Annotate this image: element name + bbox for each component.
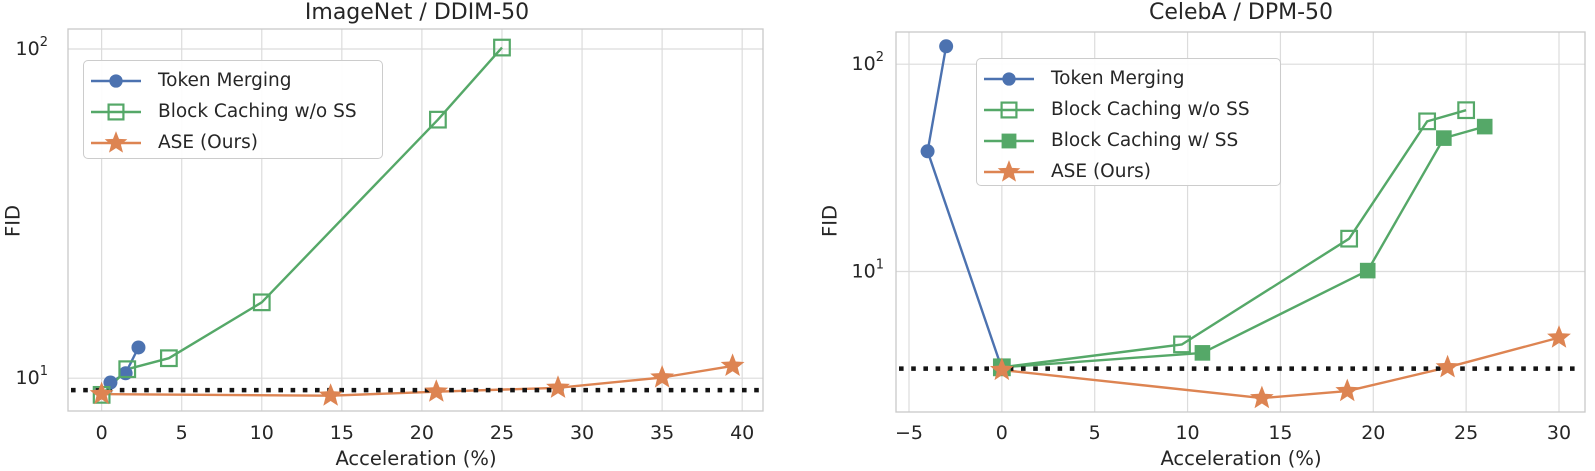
x-tick-label: 30 xyxy=(570,422,594,444)
legend-label: Block Caching w/o SS xyxy=(1051,99,1250,120)
star-marker xyxy=(1435,354,1460,378)
open-square-legend-icon xyxy=(984,100,1034,119)
x-axis-label-left: Acceleration (%) xyxy=(335,447,497,470)
filled-square-marker xyxy=(1001,133,1017,148)
chart-title-imagenet: ImageNet / DDIM-50 xyxy=(304,0,530,25)
legend-item-block-caching-w-ss: Block Caching w/ SS xyxy=(977,125,1272,156)
legend-right-chart: Token Merging Block Caching w/o SS Block C… xyxy=(976,58,1281,186)
chart-0: 0 5 10 15 20 25 30 35 40 101 102 xyxy=(16,28,764,444)
legend-item-token-merging: Token Merging xyxy=(84,65,374,96)
x-tick-label: 25 xyxy=(1454,422,1478,444)
x-tick-label: 20 xyxy=(410,422,434,444)
legend-label: Token Merging xyxy=(158,70,292,91)
open-square-marker xyxy=(1457,101,1476,120)
y-tick-label: 101 xyxy=(852,257,884,282)
x-tick-label: −5 xyxy=(895,422,923,444)
y-tick-label: 102 xyxy=(16,35,48,60)
filled-square-marker xyxy=(1194,345,1211,361)
star-marker xyxy=(424,379,449,402)
y-axis-label-left: FID xyxy=(1,205,25,237)
y-tick-label: 101 xyxy=(16,364,48,389)
chart-1: −5 0 5 10 15 20 25 30 101 102 xyxy=(852,31,1586,444)
legend-item-ase-ours: ASE (Ours) xyxy=(977,156,1272,187)
legend-label: ASE (Ours) xyxy=(1051,161,1151,182)
star-marker xyxy=(318,383,343,406)
open-square-marker xyxy=(1173,335,1191,354)
open-square-marker xyxy=(118,360,137,379)
filled-square-marker xyxy=(1476,118,1493,135)
star-marker xyxy=(546,375,570,398)
filled-square-marker xyxy=(1359,262,1376,279)
star-marker xyxy=(720,353,745,376)
circle-marker xyxy=(118,366,133,381)
x-tick-label: 30 xyxy=(1547,422,1571,444)
open-square-marker xyxy=(1340,229,1359,248)
star-marker xyxy=(1250,385,1274,409)
legend-label: Block Caching w/ SS xyxy=(1051,130,1239,151)
y-tick-label: 102 xyxy=(852,50,884,75)
x-tick-label: 25 xyxy=(490,422,514,444)
x-tick-label: 0 xyxy=(996,422,1008,444)
legend-label: Token Merging xyxy=(1051,68,1185,89)
open-square-marker xyxy=(252,293,271,312)
open-square-marker xyxy=(107,102,125,121)
axes-spines xyxy=(67,28,764,412)
legend-item-block-caching-w-o-ss: Block Caching w/o SS xyxy=(977,94,1272,125)
chart-title-celeba: CelebA / DPM-50 xyxy=(1148,0,1334,25)
x-tick-label: 0 xyxy=(96,422,108,444)
legend-item-token-merging: Token Merging xyxy=(977,63,1272,94)
x-tick-label: 10 xyxy=(1175,422,1199,444)
series-line xyxy=(101,364,733,397)
circle-legend-icon xyxy=(91,73,141,88)
x-tick-label: 5 xyxy=(176,422,188,444)
open-square-legend-icon xyxy=(91,102,141,121)
open-square-marker xyxy=(429,110,447,129)
filled-square-marker xyxy=(1436,130,1452,146)
open-square-marker xyxy=(159,349,178,368)
legend-label: Block Caching w/o SS xyxy=(158,101,357,122)
open-square-marker xyxy=(1000,100,1018,119)
axes-spines xyxy=(895,31,1586,413)
open-square-marker xyxy=(493,38,511,57)
x-tick-label: 5 xyxy=(1089,422,1101,444)
circle-marker xyxy=(920,144,935,159)
open-square-marker xyxy=(1418,112,1437,131)
y-axis-label-right: FID xyxy=(818,205,842,237)
x-tick-label: 15 xyxy=(1268,422,1292,444)
legend-left-chart: Token Merging Block Caching w/o SS ASE (Ou… xyxy=(83,60,383,159)
star-marker xyxy=(650,365,674,388)
square-legend-icon xyxy=(984,133,1034,148)
series-line xyxy=(1001,109,1467,369)
star-marker xyxy=(1335,378,1360,402)
star-marker xyxy=(1547,325,1571,348)
circle-legend-icon xyxy=(984,71,1034,86)
circle-marker xyxy=(131,340,146,355)
star-legend-icon xyxy=(984,159,1034,182)
star-legend-icon xyxy=(91,130,141,153)
x-tick-label: 20 xyxy=(1361,422,1385,444)
circle-marker xyxy=(1002,71,1016,86)
star-marker xyxy=(990,357,1014,381)
star-marker xyxy=(997,159,1021,182)
circle-marker xyxy=(939,39,954,54)
legend-item-block-caching-w-o-ss: Block Caching w/o SS xyxy=(84,96,374,127)
x-tick-label: 40 xyxy=(730,422,754,444)
legend-label: ASE (Ours) xyxy=(158,132,258,153)
star-marker xyxy=(89,381,114,405)
x-tick-label: 35 xyxy=(650,422,674,444)
star-marker xyxy=(104,130,128,153)
x-tick-label: 10 xyxy=(250,422,274,444)
x-tick-label: 15 xyxy=(330,422,354,444)
x-axis-label-right: Acceleration (%) xyxy=(1160,447,1322,470)
legend-item-ase-ours: ASE (Ours) xyxy=(84,127,374,158)
circle-marker xyxy=(109,73,123,88)
